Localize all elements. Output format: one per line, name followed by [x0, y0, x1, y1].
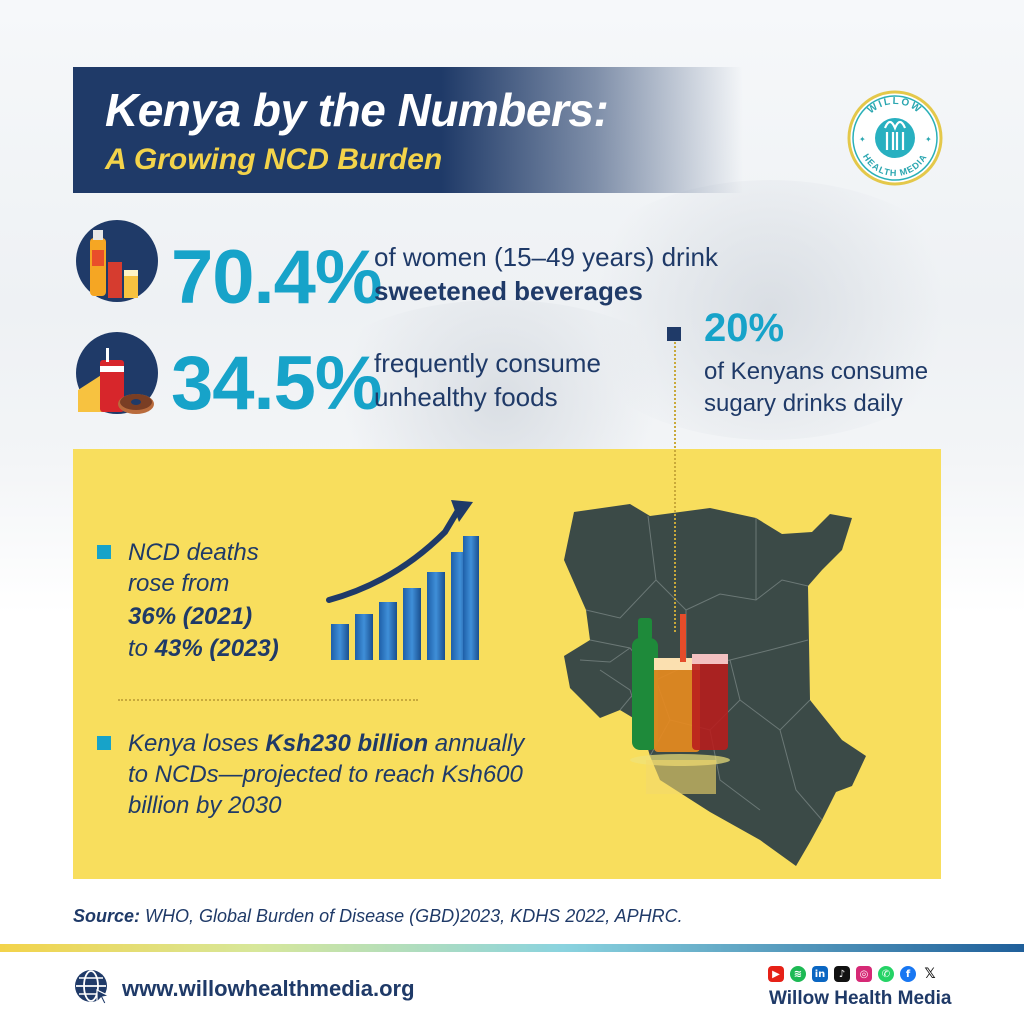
spotify-icon[interactable]: ≋ — [790, 966, 806, 982]
source-text: WHO, Global Burden of Disease (GBD)2023,… — [140, 906, 683, 926]
side-stat-text: of Kenyans consume sugary drinks daily — [704, 356, 928, 420]
page-title: Kenya by the Numbers: — [105, 84, 609, 136]
stat-text-line1: frequently consume — [374, 348, 601, 378]
economic-loss-line3: billion by 2030 — [128, 792, 282, 819]
economic-loss-line2: to NCDs—projected to reach Ksh600 — [128, 761, 523, 788]
economic-loss-post: annually — [428, 730, 525, 757]
brand-name: Willow Health Media — [769, 988, 952, 1009]
x-icon[interactable]: 𝕏 — [922, 966, 938, 982]
bullet-marker — [97, 736, 111, 750]
bullet-marker — [97, 545, 111, 559]
stat-text-line2: sweetened beverages — [374, 276, 643, 306]
economic-loss-amount: Ksh230 billion — [265, 730, 429, 757]
ncd-deaths-2023: 43% (2023) — [154, 635, 279, 662]
side-stat-text-line1: of Kenyans consume — [704, 358, 929, 385]
website-link[interactable]: www.willowhealthmedia.org — [122, 976, 415, 1001]
willow-health-media-logo: WILLOW HEALTH MEDIA ✦ ✦ — [847, 90, 943, 186]
whatsapp-icon[interactable]: ✆ — [878, 966, 894, 982]
side-stat-value: 20% — [704, 306, 785, 350]
youtube-icon[interactable]: ▶ — [768, 966, 784, 982]
ncd-deaths-line1: NCD deaths — [128, 539, 259, 566]
growth-bar-illustration — [326, 500, 479, 660]
stat-value-women-beverages: 70.4% — [171, 235, 382, 320]
economic-loss-pre: Kenya loses — [128, 730, 266, 757]
globe-cursor-icon — [75, 970, 111, 1005]
svg-text:✦: ✦ — [925, 135, 932, 144]
page-subtitle: A Growing NCD Burden — [105, 143, 443, 176]
ncd-deaths-line2: rose from — [128, 570, 230, 597]
connector-dotted-line — [674, 342, 676, 632]
side-stat-text-line2: sugary drinks daily — [704, 390, 903, 417]
panel-divider — [118, 699, 418, 701]
social-icons-row: ▶ ≋ in ♪ ◎ ✆ f 𝕏 — [768, 966, 938, 984]
ncd-deaths-line4: to 43% (2023) — [128, 633, 279, 664]
stat-value-unhealthy-foods: 34.5% — [171, 341, 382, 426]
ncd-deaths-2021: 36% (2021) — [128, 603, 253, 630]
facebook-icon[interactable]: f — [900, 966, 916, 982]
svg-text:✦: ✦ — [859, 135, 866, 144]
stat-text-line1: of women (15–49 years) drink — [374, 242, 718, 272]
fast-food-icon — [76, 332, 158, 414]
source-citation: Source: WHO, Global Burden of Disease (G… — [73, 906, 683, 927]
tiktok-icon[interactable]: ♪ — [834, 966, 850, 982]
footer-gradient-bar — [0, 944, 1024, 952]
source-label: Source: — [73, 906, 141, 926]
sugary-drinks-illustration — [630, 614, 730, 794]
title-banner: Kenya by the Numbers: A Growing NCD Burd… — [73, 67, 743, 193]
instagram-icon[interactable]: ◎ — [856, 966, 872, 982]
economic-loss-line1: Kenya loses Ksh230 billion annually — [128, 728, 524, 759]
bottle-juice-icon — [76, 220, 158, 302]
ncd-deaths-to: to — [128, 635, 155, 662]
stat-text-line2: unhealthy foods — [374, 382, 558, 412]
side-stat-marker — [667, 327, 681, 341]
linkedin-icon[interactable]: in — [812, 966, 828, 982]
